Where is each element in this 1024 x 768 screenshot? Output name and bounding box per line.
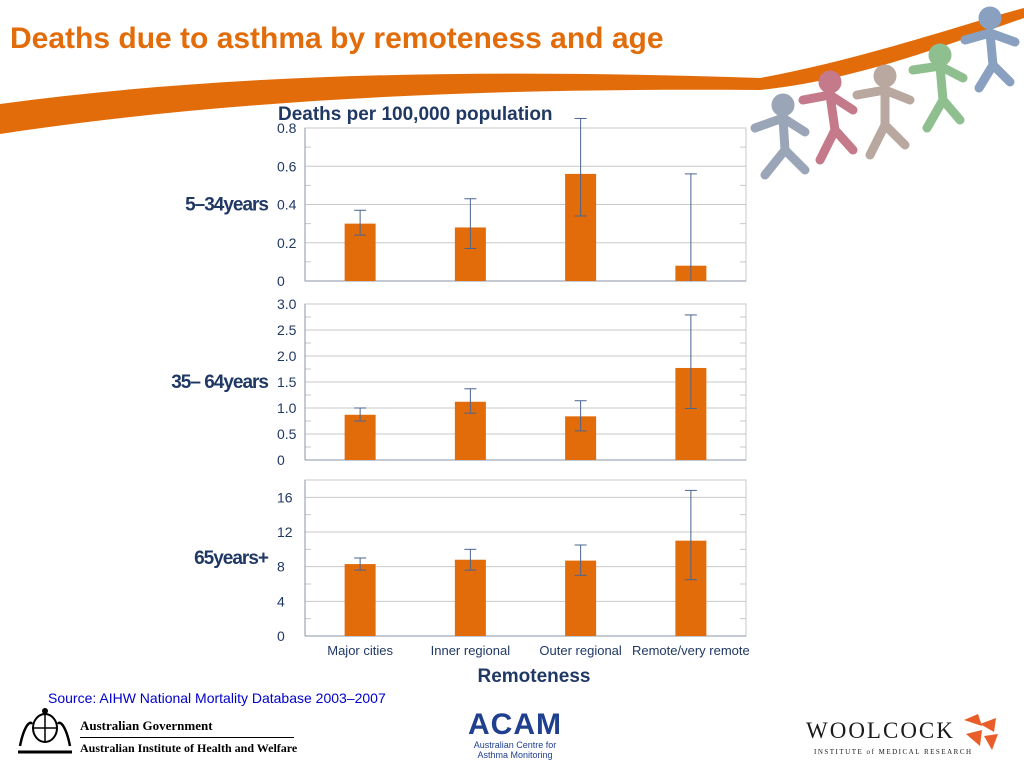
x-axis-categories: Major cities Inner regional Outer regional… xyxy=(327,643,750,658)
asthma-deaths-chart: Deaths per 100,000 population 0 0.2 0.4 0.6… xyxy=(171,104,750,687)
woolcock-sub: INSTITUTE of MEDICAL RESEARCH xyxy=(814,748,973,756)
panel-label: 5–34years xyxy=(185,195,268,216)
y-tick-label: 2.5 xyxy=(277,322,297,338)
panel-label: 65years+ xyxy=(194,548,269,569)
panel-label: 35– 64years xyxy=(171,372,268,393)
x-category-label: Major cities xyxy=(327,643,393,658)
panel-2: 0 0.5 1.0 1.5 2.0 2.5 3.0 35– 64years xyxy=(171,296,747,468)
bar xyxy=(344,564,376,636)
woolcock-name: WOOLCOCK xyxy=(806,718,955,743)
y-tick-label: 0 xyxy=(277,452,285,468)
gov-name: Australian Government xyxy=(80,718,213,733)
bar xyxy=(454,559,486,636)
acam-sub2: Asthma Monitoring xyxy=(477,750,553,760)
woolcock-logo: WOOLCOCK INSTITUTE of MEDICAL RESEARCH xyxy=(806,712,1006,762)
chart-title: Deaths per 100,000 population xyxy=(278,104,553,125)
aihw-logo: Australian Government Australian Institu… xyxy=(14,706,304,762)
y-tick-label: 1.5 xyxy=(277,374,297,390)
x-category-label: Inner regional xyxy=(431,643,511,658)
people-figures-graphic xyxy=(750,6,1020,180)
gov-divider xyxy=(80,737,294,738)
y-tick-label: 4 xyxy=(277,593,285,609)
panel-1: 0 0.2 0.4 0.6 0.8 5–34years xyxy=(185,117,747,289)
header-swoosh xyxy=(0,8,1024,134)
acam-sub1: Australian Centre for xyxy=(473,740,557,750)
y-tick-label: 8 xyxy=(277,559,285,575)
y-tick-label: 0.8 xyxy=(277,120,297,136)
y-tick-label: 0 xyxy=(277,628,285,644)
y-tick-label: 16 xyxy=(277,489,293,505)
y-tick-label: 12 xyxy=(277,524,293,540)
y-tick-label: 0 xyxy=(277,273,285,289)
coat-of-arms-icon xyxy=(18,708,72,754)
source-note: Source: AIHW National Mortality Database… xyxy=(48,690,386,706)
y-tick-label: 2.0 xyxy=(277,348,297,364)
y-tick-label: 1.0 xyxy=(277,400,297,416)
panel-3: 0 4 8 12 16 65years+ xyxy=(194,479,747,644)
chart-panels: 0 0.2 0.4 0.6 0.8 5–34years 0 0.5 1.0 1.5 2.0 2.5 3.… xyxy=(171,117,747,644)
x-axis-label: Remoteness xyxy=(478,666,591,687)
bar xyxy=(344,414,376,460)
y-tick-label: 0.2 xyxy=(277,235,297,251)
y-tick-label: 0.5 xyxy=(277,426,297,442)
y-tick-label: 0.6 xyxy=(277,158,297,174)
acam-name: ACAM xyxy=(468,708,562,741)
slide-title: Deaths due to asthma by remoteness and a… xyxy=(10,22,664,55)
y-tick-label: 3.0 xyxy=(277,296,297,312)
y-tick-label: 0.4 xyxy=(277,197,297,213)
acam-logo: ACAM Australian Centre for Asthma Monito… xyxy=(460,708,570,761)
aihw-name: Australian Institute of Health and Welfa… xyxy=(80,741,298,755)
woolcock-mark-icon xyxy=(964,714,998,750)
x-category-label: Remote/very remote xyxy=(632,643,750,658)
x-category-label: Outer regional xyxy=(539,643,621,658)
